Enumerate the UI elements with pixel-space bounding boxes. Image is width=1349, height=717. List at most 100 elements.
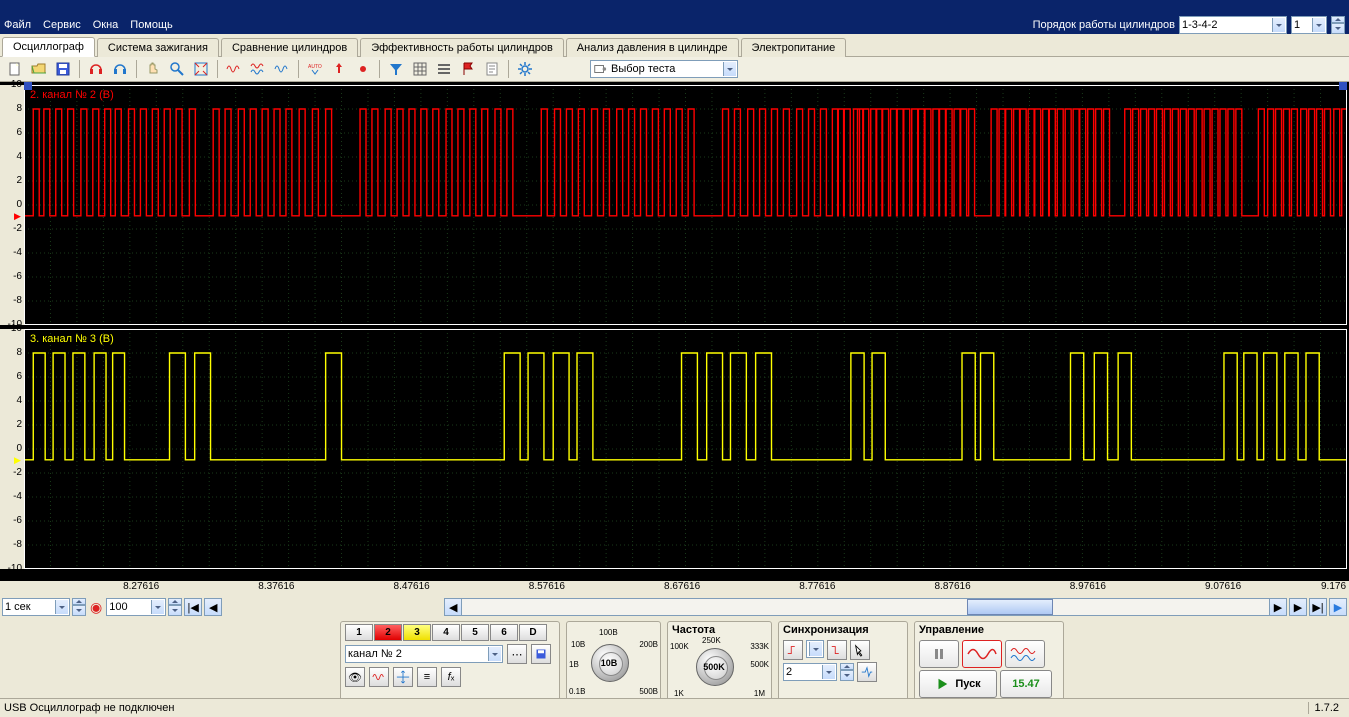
menu-help[interactable]: Помощь (130, 19, 173, 31)
menu-windows[interactable]: Окна (93, 19, 119, 31)
control-title: Управление (919, 624, 1059, 638)
menu-bar: Файл Сервис Окна Помощь Порядок работы ц… (0, 16, 1349, 34)
fit-icon[interactable] (190, 58, 212, 80)
cyl-count-field[interactable]: 1 (1291, 16, 1327, 34)
sync-group: Синхронизация 2 (778, 621, 908, 701)
nav-first-icon[interactable]: |◀ (184, 598, 202, 616)
voltage-dial-group: 10B 100B 200B 500B 0.1B 1B 10B (566, 621, 661, 701)
nav-row: 1 сек ◉ 100 |◀ ◀ ◀ ▶ ▶ ▶| ▶ (0, 597, 1349, 617)
plot-ch2[interactable]: 2. канал № 2 (B) (24, 85, 1347, 325)
channel-button-4[interactable]: 4 (432, 624, 460, 641)
sync-mode1-combo[interactable] (806, 640, 824, 658)
wave-multi-icon[interactable] (247, 58, 269, 80)
channel-group: 123456D канал № 2 ⋯ 👁 ≡ fₓ (340, 621, 560, 701)
firing-order-label: Порядок работы цилиндров (1033, 19, 1175, 31)
control-group: Управление Пуск 15.47 (914, 621, 1064, 701)
menu-file[interactable]: Файл (4, 19, 31, 31)
grid-icon[interactable] (409, 58, 431, 80)
svg-text:AUTO: AUTO (308, 64, 322, 70)
channel-button-3[interactable]: 3 (403, 624, 431, 641)
run-button[interactable]: Пуск (919, 670, 997, 698)
fx-icon[interactable]: fₓ (441, 667, 461, 687)
nav-prev-icon[interactable]: ◀ (204, 598, 222, 616)
sync-level-spinner[interactable] (840, 663, 854, 681)
wave-red-icon[interactable] (223, 58, 245, 80)
y-axis-ch3: 1086420-2-4-6-8-10 (0, 329, 24, 569)
version-text: 1.7.2 (1308, 702, 1345, 714)
save-icon[interactable] (52, 58, 74, 80)
dot-icon[interactable] (352, 58, 374, 80)
marker-right-icon[interactable] (1339, 82, 1347, 90)
sync-mode1-icon[interactable] (783, 640, 803, 660)
samples-spinner[interactable] (168, 598, 182, 616)
channel-browse-button[interactable]: ⋯ (507, 644, 527, 664)
tab-ignition[interactable]: Система зажигания (97, 38, 219, 57)
test-select-combo[interactable]: Выбор теста (590, 60, 738, 78)
zoom-icon[interactable] (166, 58, 188, 80)
open-icon[interactable] (28, 58, 50, 80)
wave-blue-icon[interactable] (271, 58, 293, 80)
filter-icon[interactable] (385, 58, 407, 80)
channel-save-button[interactable] (531, 644, 551, 664)
x-axis: 8.276168.376168.476168.576168.676168.776… (24, 581, 1349, 597)
sync-level-combo[interactable]: 2 (783, 663, 837, 681)
status-bar: USB Осциллограф не подключен 1.7.2 (0, 698, 1349, 717)
bars-icon[interactable] (433, 58, 455, 80)
y-axis-ch2: 1086420-2-4-6-8-10 (0, 85, 24, 325)
sync-mode2-icon[interactable] (827, 640, 847, 660)
timebase-combo[interactable]: 1 сек (2, 598, 70, 616)
status-text: USB Осциллограф не подключен (4, 702, 174, 714)
pause-button[interactable] (919, 640, 959, 668)
channel-button-2[interactable]: 2 (374, 624, 402, 641)
move-icon[interactable] (393, 667, 413, 687)
tab-oscilloscope[interactable]: Осциллограф (2, 37, 95, 57)
tab-cyl-compare[interactable]: Сравнение цилиндров (221, 38, 358, 57)
tab-cyl-eff[interactable]: Эффективность работы цилиндров (360, 38, 564, 57)
cyl-count-spinner[interactable] (1331, 16, 1345, 34)
channel-button-D[interactable]: D (519, 624, 547, 641)
marker-left-icon[interactable] (24, 82, 32, 90)
waveform-sine-button[interactable] (962, 640, 1002, 668)
control-panel: 123456D канал № 2 ⋯ 👁 ≡ fₓ 10B 100B 200B… (0, 617, 1349, 705)
tab-strip: Осциллограф Система зажигания Сравнение … (0, 34, 1349, 57)
firing-order-combo[interactable]: 1-3-4-2 (1179, 16, 1287, 34)
nav-play-icon[interactable]: ▶ (1329, 598, 1347, 616)
sync-cursor-icon[interactable] (850, 640, 870, 660)
sync-apply-icon[interactable] (857, 662, 877, 682)
flag-icon[interactable] (457, 58, 479, 80)
ch3-label: 3. канал № 3 (B) (30, 333, 114, 345)
timebase-spinner[interactable] (72, 598, 86, 616)
hand-icon[interactable] (142, 58, 164, 80)
auto-icon[interactable]: AUTO (304, 58, 326, 80)
nav-last-icon[interactable]: ▶| (1309, 598, 1327, 616)
toolbar: AUTO Выбор теста (0, 57, 1349, 82)
list-icon[interactable]: ≡ (417, 667, 437, 687)
ch2-label: 2. канал № 2 (B) (30, 89, 114, 101)
new-icon[interactable] (4, 58, 26, 80)
channel-button-5[interactable]: 5 (461, 624, 489, 641)
wave-style-icon[interactable] (369, 667, 389, 687)
record-dot-icon[interactable]: ◉ (90, 599, 102, 616)
sync-title: Синхронизация (783, 624, 903, 638)
waveform-multi-button[interactable] (1005, 640, 1045, 668)
channel-button-6[interactable]: 6 (490, 624, 518, 641)
scope-area: 1086420-2-4-6-8-10 1086420-2-4-6-8-10 2.… (0, 82, 1349, 581)
headphones-icon[interactable] (85, 58, 107, 80)
eye-icon[interactable]: 👁 (345, 667, 365, 687)
gear-icon[interactable] (514, 58, 536, 80)
note-icon[interactable] (481, 58, 503, 80)
tab-pressure[interactable]: Анализ давления в цилиндре (566, 38, 739, 57)
channel-button-1[interactable]: 1 (345, 624, 373, 641)
menu-service[interactable]: Сервис (43, 19, 81, 31)
plot-ch3[interactable]: 3. канал № 3 (B) (24, 329, 1347, 569)
headphones2-icon[interactable] (109, 58, 131, 80)
samples-combo[interactable]: 100 (106, 598, 166, 616)
zero-pointer-ch2: ▶ (14, 211, 21, 222)
zero-pointer-ch3: ▶ (14, 455, 21, 466)
h-scrollbar[interactable]: ◀ ▶ (444, 598, 1287, 616)
title-bar (0, 0, 1349, 16)
marker-icon[interactable] (328, 58, 350, 80)
channel-name-combo[interactable]: канал № 2 (345, 645, 503, 663)
nav-next-icon[interactable]: ▶ (1289, 598, 1307, 616)
tab-power[interactable]: Электропитание (741, 38, 847, 57)
